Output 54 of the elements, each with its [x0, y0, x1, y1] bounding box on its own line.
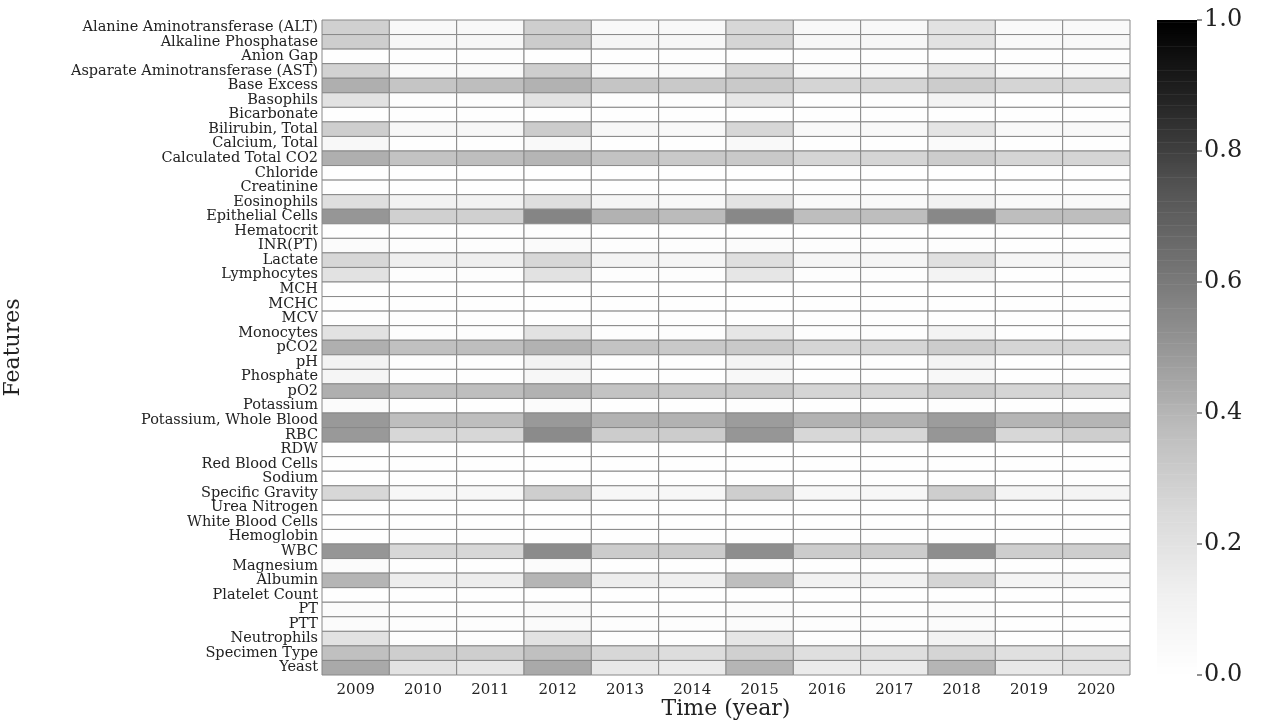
x-tick-label: 2011	[471, 679, 510, 698]
y-tick-label: Potassium	[243, 396, 319, 413]
y-tick-label: Potassium, Whole Blood	[140, 411, 318, 428]
x-tick-label: 2020	[1077, 679, 1116, 698]
y-tick-label: Specific Gravity	[201, 483, 319, 500]
y-tick-label: RBC	[285, 425, 318, 442]
x-tick-label: 2019	[1009, 679, 1049, 698]
y-tick-label: Lactate	[262, 250, 318, 267]
x-tick-label: 2010	[403, 679, 443, 698]
y-tick-label: MCV	[281, 309, 319, 326]
color-bar-label: 0.8	[1204, 135, 1243, 164]
y-tick-label: Calcium, Total	[212, 134, 319, 151]
y-tick-label: MCHC	[268, 294, 318, 311]
color-bar-label: 1.0	[1204, 4, 1243, 33]
y-tick-label: Alkaline Phosphatase	[159, 32, 318, 49]
y-tick-label: pCO2	[276, 338, 318, 355]
x-tick-label: 2013	[605, 679, 645, 698]
color-bar-label: 0.0	[1204, 659, 1243, 688]
x-tick-label: 2012	[538, 679, 577, 698]
y-tick-label: pH	[296, 352, 318, 369]
color-bar-label: 0.2	[1204, 528, 1243, 557]
y-tick-label: Lymphocytes	[221, 265, 318, 282]
y-tick-label: Hemoglobin	[228, 527, 318, 544]
x-tick-label: 2009	[336, 679, 375, 698]
y-tick-label: Bicarbonate	[228, 105, 318, 122]
y-tick-label: INR(PT)	[257, 236, 318, 253]
color-bar-label: 0.4	[1204, 397, 1243, 426]
y-tick-label: Alanine Aminotransferase (ALT)	[81, 18, 318, 35]
y-tick-label: Neutrophils	[230, 629, 318, 646]
y-tick-label: MCH	[279, 280, 318, 297]
y-tick-label: PTT	[288, 614, 319, 631]
y-tick-label: Chloride	[254, 163, 318, 180]
y-tick-label: Creatinine	[240, 178, 318, 195]
y-tick-label: Magnesium	[232, 556, 319, 573]
y-tick-label: Monocytes	[238, 323, 318, 340]
y-tick-label: RDW	[280, 440, 319, 457]
x-tick-label: 2018	[942, 679, 981, 698]
x-tick-label: 2016	[807, 679, 847, 698]
y-tick-label: Platelet Count	[212, 585, 319, 602]
y-tick-label: Basophils	[247, 90, 318, 107]
y-tick-label: Eosinophils	[233, 192, 318, 209]
y-tick-label: Sodium	[262, 469, 319, 486]
y-tick-label: Hematocrit	[234, 221, 319, 238]
y-tick-label: Red Blood Cells	[201, 454, 318, 471]
y-tick-label: Bilirubin, Total	[208, 119, 319, 136]
y-tick-label: Base Excess	[227, 76, 318, 93]
y-tick-label: PT	[298, 600, 319, 617]
color-bar-label: 0.6	[1204, 266, 1243, 295]
y-axis-title: Features	[0, 298, 24, 397]
y-tick-label: WBC	[281, 542, 318, 559]
y-tick-label: Calculated Total CO2	[161, 149, 318, 166]
x-tick-label: 2017	[875, 679, 914, 698]
y-tick-label: Anion Gap	[240, 47, 318, 64]
y-tick-label: pO2	[287, 381, 318, 398]
